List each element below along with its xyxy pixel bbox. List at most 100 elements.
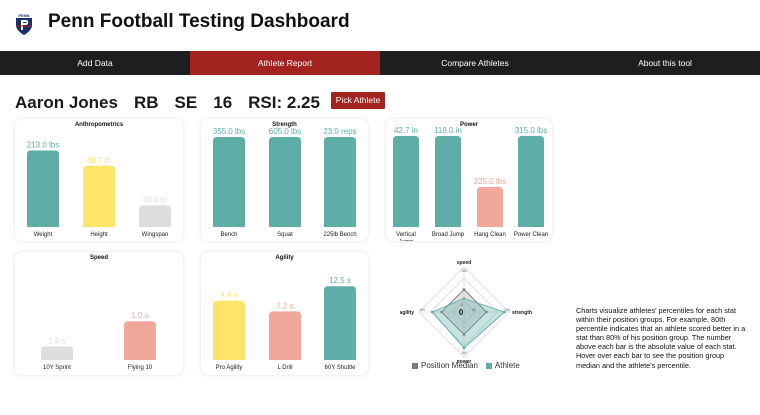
category-label-10y-sprint: 10Y Sprint — [43, 365, 71, 371]
radar-point-position-median-speed[interactable] — [462, 288, 466, 291]
strength-chart: 355.0 lbs Bench 605.0 lbs Squat 23.0 reps 225… — [213, 127, 357, 238]
category-label-vertical-jump: Jump — [399, 240, 414, 242]
category-label-flying-10: Flying 10 — [128, 365, 153, 371]
bar-broad-jump[interactable] — [435, 136, 461, 227]
radar-point-athlete-speed[interactable] — [462, 297, 466, 300]
bar-vertical-jump[interactable] — [393, 136, 419, 227]
pick-athlete-button[interactable]: Pick Athlete — [331, 92, 385, 109]
value-label-height: 69.7 in — [87, 156, 111, 165]
bar-60y-shuttle[interactable] — [324, 286, 356, 360]
bar-l-drill[interactable] — [269, 311, 301, 360]
nav-athlete-report[interactable]: Athlete Report — [190, 51, 380, 75]
anthropometrics-chart: 213.0 lbs Weight 69.7 in Height 69.0 in Wings… — [27, 141, 171, 238]
value-label-vertical-jump: 42.7 in — [394, 126, 418, 135]
penn-shield-logo: PENN — [16, 13, 32, 35]
card-title: Power — [459, 122, 478, 128]
value-label-60y-shuttle: 12.5 s — [329, 276, 351, 285]
radar-tick-label: 100 — [419, 308, 425, 312]
percentile-explanation: Charts visualize athletes' percentiles f… — [576, 306, 746, 370]
legend-median-label: Position Median — [421, 361, 478, 370]
category-label-squat: Squat — [277, 232, 293, 238]
bar-power-clean[interactable] — [518, 136, 544, 227]
category-label-l-drill: L Drill — [277, 365, 292, 371]
nav-add-data[interactable]: Add Data — [77, 58, 113, 68]
category-label-225lb-bench: 225lb Bench — [323, 232, 356, 238]
bar-squat[interactable] — [269, 137, 301, 227]
radar-tick-label: 0 — [461, 303, 463, 307]
radar-tick-label: 100 — [461, 351, 467, 355]
value-label-flying-10: 1.0 s — [131, 311, 148, 320]
value-label-225lb-bench: 23.0 reps — [323, 127, 356, 136]
value-label-weight: 213.0 lbs — [27, 141, 59, 150]
legend-median-swatch — [412, 362, 418, 369]
radar-point-position-median-power[interactable] — [462, 333, 466, 336]
value-label-bench: 355.0 lbs — [213, 127, 245, 136]
nav-compare-athletes[interactable]: Compare Athletes — [441, 58, 509, 68]
athlete-number: 16 — [213, 93, 233, 112]
radar-point-athlete-agility[interactable] — [431, 310, 434, 314]
card-title: Agility — [275, 255, 294, 261]
radar-axis-label-power: power — [457, 359, 472, 365]
value-label-pro-agility: 4.4 s — [220, 291, 237, 300]
value-label-l-drill: 7.2 s — [276, 301, 293, 310]
category-label-60y-shuttle: 60Y Shuttle — [325, 365, 357, 371]
radar-center-label: 0 — [459, 308, 464, 317]
bar-225lb-bench[interactable] — [324, 137, 356, 227]
bar-10y-sprint[interactable] — [41, 346, 73, 360]
value-label-hang-clean: 225.0 lbs — [474, 177, 506, 186]
bar-height[interactable] — [83, 165, 115, 227]
category-label-height: Height — [90, 232, 108, 238]
legend-athlete-label: Athlete — [494, 361, 520, 370]
bar-hang-clean[interactable] — [477, 187, 503, 227]
radar-axis-label-agility: agility — [400, 310, 414, 316]
card-title: Speed — [89, 255, 108, 261]
category-label-pro-agility: Pro Agility — [216, 365, 243, 371]
agility-card: Agility 4.4 s Pro Agility 7.2 s L Drill 12.5… — [201, 252, 368, 375]
category-label-wingspan: Wingspan — [142, 232, 169, 238]
percentile-radar-chart: speed strength power agility 100 0 100 100 100 50… — [400, 260, 532, 365]
category-label-power-clean: Power Clean — [514, 232, 548, 238]
card-title: Strength — [272, 122, 297, 128]
radar-tick-label: 100 — [504, 308, 510, 312]
radar-axis-label-strength: strength — [512, 310, 532, 316]
athlete-summary: Aaron Jones RB SE 16 RSI: 2.25 — [15, 93, 336, 113]
athlete-position-group: SE — [174, 93, 198, 112]
radar-point-position-median-agility[interactable] — [440, 310, 443, 314]
logo-text: PENN — [18, 13, 29, 18]
value-label-broad-jump: 118.0 in — [434, 126, 462, 135]
app-title: Penn Football Testing Dashboard — [48, 11, 350, 32]
agility-chart: 4.4 s Pro Agility 7.2 s L Drill 12.5 s 60Y Sh… — [213, 276, 357, 371]
bar-pro-agility[interactable] — [213, 300, 245, 360]
bar-wingspan[interactable] — [139, 205, 171, 227]
radar-point-athlete-strength[interactable] — [503, 310, 506, 314]
bar-weight[interactable] — [27, 150, 59, 228]
speed-chart: 1.6 s 10Y Sprint 1.0 s Flying 10 — [41, 311, 156, 371]
radar-tick-label: 50 — [472, 308, 476, 312]
athlete-position: RB — [133, 93, 159, 112]
radar-axis-label-speed: speed — [457, 260, 471, 266]
category-label-hang-clean: Hang Clean — [474, 232, 506, 238]
header: PENN Penn Football Testing Dashboard — [0, 0, 760, 50]
value-label-power-clean: 315.0 lbs — [515, 126, 547, 135]
power-chart: 42.7 in Vertical Jump 118.0 in Broad Jump 225… — [393, 126, 548, 242]
value-label-squat: 605.0 lbs — [269, 127, 301, 136]
bar-flying-10[interactable] — [124, 321, 156, 360]
legend-athlete-swatch — [485, 362, 492, 369]
strength-card: Strength 355.0 lbs Bench 605.0 lbs Squat 23.… — [201, 119, 368, 241]
category-label-bench: Bench — [220, 232, 237, 238]
nav-about[interactable]: About this tool — [638, 58, 692, 68]
anthropometrics-card: Anthropometrics 213.0 lbs Weight 69.7 in He… — [15, 119, 183, 241]
category-label-weight: Weight — [34, 232, 53, 238]
radar-legend: Position Median Athlete — [412, 361, 520, 370]
athlete-rsi: RSI: 2.25 — [248, 93, 320, 112]
bar-bench[interactable] — [213, 137, 245, 227]
main-nav: Add Data Athlete Report Compare Athletes… — [0, 51, 760, 75]
speed-card: Speed 1.6 s 10Y Sprint 1.0 s Flying 10 — [15, 252, 183, 375]
radar-point-athlete-power[interactable] — [462, 346, 466, 350]
radar-tick-label: 100 — [461, 269, 467, 273]
radar-point-position-median-strength[interactable] — [485, 310, 488, 314]
category-label-vertical-jump: Vertical — [396, 232, 416, 238]
athlete-name: Aaron Jones — [15, 93, 118, 112]
radar-series-athlete[interactable] — [431, 298, 506, 349]
value-label-10y-sprint: 1.6 s — [48, 336, 65, 345]
